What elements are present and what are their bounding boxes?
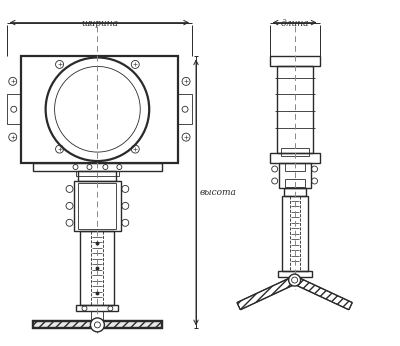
Bar — [285, 179, 304, 187]
Bar — [92, 311, 103, 321]
Bar — [74, 181, 121, 231]
Circle shape — [292, 277, 298, 283]
Bar — [270, 56, 320, 66]
Bar — [277, 66, 312, 153]
Circle shape — [94, 322, 100, 328]
Bar — [76, 306, 118, 311]
Bar — [7, 94, 21, 124]
Bar — [278, 271, 312, 276]
Bar — [78, 183, 116, 229]
Bar — [78, 171, 116, 181]
Bar — [76, 171, 119, 176]
Bar — [285, 163, 304, 171]
Bar — [284, 188, 306, 196]
Bar — [281, 148, 308, 156]
Text: высота: высота — [200, 188, 237, 197]
Bar — [33, 163, 162, 171]
Text: ширина: ширина — [81, 19, 118, 28]
Text: длина: длина — [280, 19, 309, 28]
Bar — [178, 94, 192, 124]
Bar — [80, 231, 114, 306]
Bar — [279, 163, 310, 188]
Bar — [33, 321, 162, 328]
Circle shape — [289, 274, 300, 286]
Circle shape — [90, 318, 104, 332]
Bar — [282, 196, 308, 271]
Bar — [33, 321, 162, 328]
Bar — [21, 56, 178, 163]
Bar — [270, 153, 320, 163]
